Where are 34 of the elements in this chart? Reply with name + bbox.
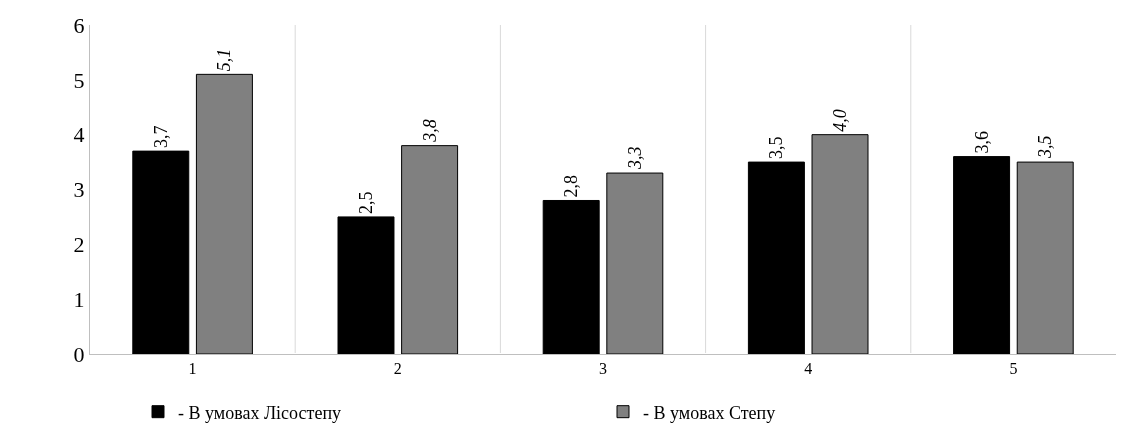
data-label: 3,8	[419, 119, 440, 143]
y-tick-label: 1	[73, 286, 85, 312]
x-tick-label: 1	[188, 360, 197, 378]
data-label: 5,1	[214, 48, 235, 72]
y-tick-label: 0	[73, 341, 85, 367]
x-tick-label: 5	[1009, 360, 1018, 378]
legend-label: - В умовах Лісостепу	[178, 402, 342, 423]
bar	[606, 172, 664, 354]
bar	[401, 145, 459, 354]
data-label: 2,8	[561, 174, 582, 198]
legend-label: - В умовах Степу	[643, 402, 776, 423]
bar	[747, 161, 805, 354]
bar	[132, 150, 190, 354]
x-tick-label: 2	[393, 360, 402, 378]
y-tick-label: 2	[73, 232, 85, 258]
data-label: 3,5	[766, 136, 787, 160]
data-label: 3,3	[624, 146, 645, 171]
data-label: 3,5	[1035, 135, 1056, 160]
y-tick-label: 4	[73, 122, 85, 148]
x-tick-label: 3	[599, 360, 607, 378]
y-tick-label: 5	[73, 67, 85, 93]
bar	[542, 199, 600, 354]
bar	[811, 134, 869, 354]
y-tick-label: 3	[73, 177, 85, 203]
x-tick-label: 4	[804, 360, 813, 378]
y-tick-label: 6	[73, 12, 85, 38]
data-label: 3,7	[150, 125, 171, 149]
data-label: 4,0	[830, 109, 851, 132]
data-label: 3,6	[971, 131, 992, 154]
bar	[195, 73, 253, 354]
bar	[337, 216, 395, 354]
bar	[1016, 161, 1074, 354]
data-label: 2,5	[355, 191, 376, 214]
bar	[953, 156, 1011, 354]
